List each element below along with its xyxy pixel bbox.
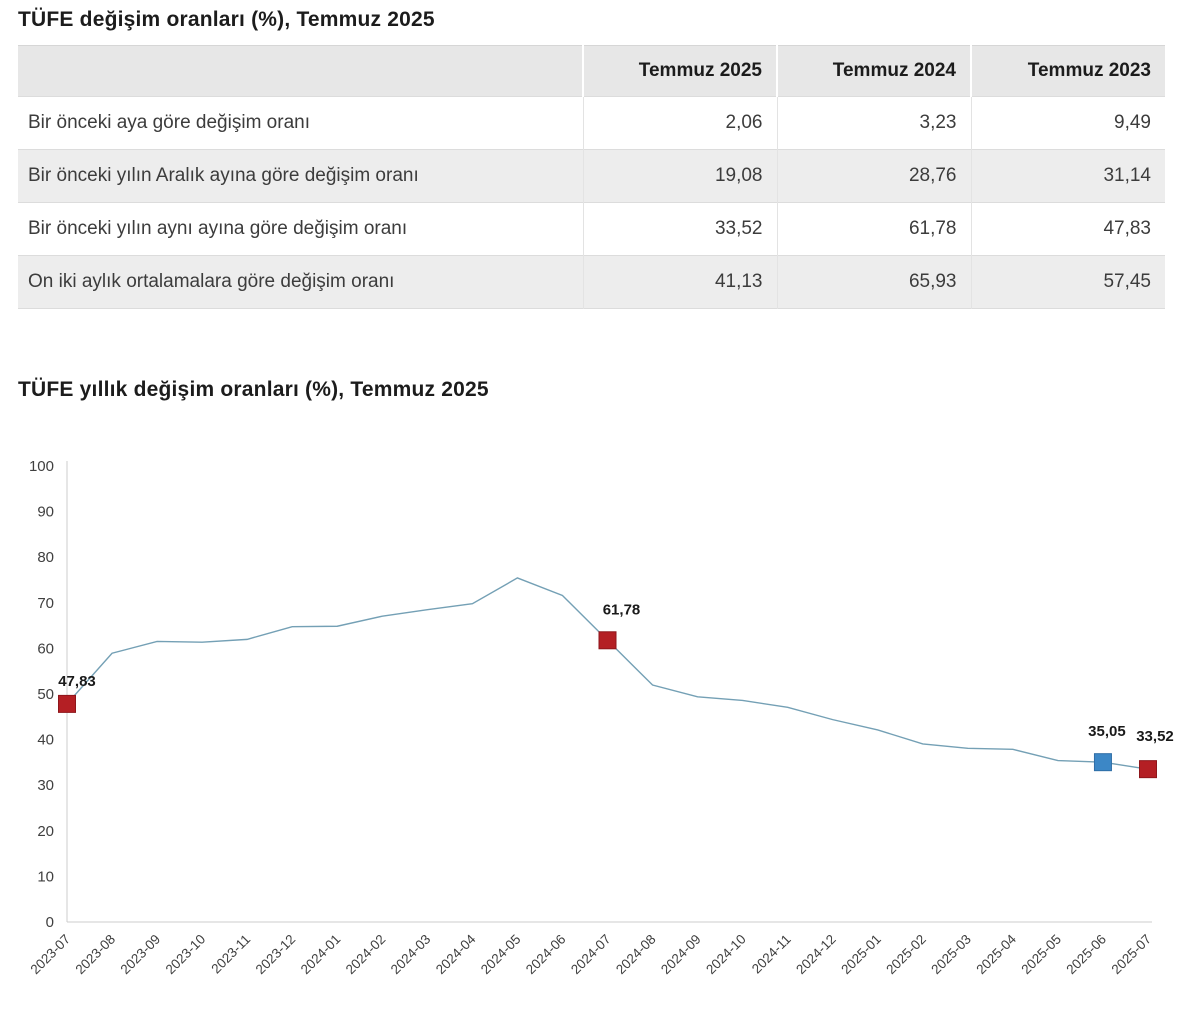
cell-value: 28,76 [776,149,971,203]
cell-value: 3,23 [776,96,971,150]
x-tick-label: 2023-07 [27,932,73,978]
data-point-label-2024-07: 61,78 [603,601,641,618]
x-tick-label: 2024-09 [658,932,704,978]
x-tick-label: 2024-01 [298,932,344,978]
cell-value: 19,08 [582,149,777,203]
x-tick-label: 2024-08 [613,932,659,978]
x-tick-label: 2025-04 [973,931,1019,977]
row-label: Bir önceki aya göre değişim oranı [18,96,583,150]
x-tick-label: 2024-05 [478,932,524,978]
x-tick-label: 2023-12 [253,932,299,978]
data-point-label-2025-06: 35,05 [1088,723,1126,740]
chart-section-title: TÜFE yıllık değişim oranları (%), Temmuz… [18,378,489,401]
table-row: On iki aylık ortalamalara göre değişim o… [18,255,1165,309]
x-tick-label: 2025-07 [1108,932,1154,978]
cell-value: 65,93 [776,255,971,309]
x-tick-label: 2024-04 [433,931,479,977]
x-tick-label: 2023-10 [163,932,209,978]
cell-value: 47,83 [970,202,1165,256]
x-tick-label: 2025-02 [883,932,929,978]
x-tick-label: 2023-08 [73,932,119,978]
x-tick-label: 2025-03 [928,932,974,978]
y-tick-label: 20 [37,823,54,840]
table-row: Bir önceki aya göre değişim oranı 2,06 3… [18,96,1165,150]
y-tick-label: 30 [37,777,54,794]
table-row: Bir önceki yılın Aralık ayına göre değiş… [18,149,1165,203]
data-point-marker-2023-07[interactable] [58,694,76,713]
row-label: Bir önceki yılın aynı ayına göre değişim… [18,202,583,256]
y-tick-label: 60 [37,640,54,657]
cell-value: 57,45 [970,255,1165,309]
table-header-row: Temmuz 2025 Temmuz 2024 Temmuz 2023 [18,45,1165,97]
row-label: Bir önceki yılın Aralık ayına göre değiş… [18,149,583,203]
x-tick-label: 2024-11 [749,932,794,977]
header-temmuz-2024: Temmuz 2024 [776,45,971,97]
y-tick-label: 100 [29,458,54,475]
data-point-marker-2025-07[interactable] [1139,760,1157,779]
y-tick-label: 50 [37,686,54,703]
x-tick-label: 2025-01 [838,932,884,978]
x-tick-label: 2024-06 [523,932,569,978]
cell-value: 33,52 [582,202,777,256]
x-tick-label: 2024-10 [703,932,749,978]
data-point-marker-2024-07[interactable] [598,631,617,650]
table-section-title: TÜFE değişim oranları (%), Temmuz 2025 [18,8,435,31]
x-tick-label: 2024-02 [343,932,389,978]
data-point-label-2023-07: 47,83 [58,673,96,690]
x-tick-label: 2024-07 [568,932,614,978]
x-tick-label: 2023-11 [208,932,253,977]
x-tick-label: 2024-12 [793,932,839,978]
y-tick-label: 70 [37,595,54,612]
y-tick-label: 80 [37,549,54,566]
cell-value: 2,06 [582,96,777,150]
y-tick-label: 0 [46,914,54,931]
x-tick-label: 2024-03 [388,932,434,978]
row-label: On iki aylık ortalamalara göre değişim o… [18,255,583,309]
header-empty [18,45,583,97]
header-temmuz-2023: Temmuz 2023 [970,45,1165,97]
y-tick-label: 40 [37,732,54,749]
y-tick-label: 90 [37,504,54,521]
x-tick-label: 2025-05 [1018,932,1064,978]
y-tick-label: 10 [37,868,54,885]
cell-value: 41,13 [582,255,777,309]
x-tick-label: 2023-09 [118,932,164,978]
header-temmuz-2025: Temmuz 2025 [582,45,777,97]
data-point-marker-2025-06[interactable] [1093,753,1112,772]
cpi-rates-table: Temmuz 2025 Temmuz 2024 Temmuz 2023 Bir … [18,45,1165,309]
x-tick-label: 2025-06 [1063,932,1109,978]
cell-value: 31,14 [970,149,1165,203]
cell-value: 61,78 [776,202,971,256]
table-row: Bir önceki yılın aynı ayına göre değişim… [18,202,1165,256]
data-point-label-2025-07: 33,52 [1136,728,1174,745]
cell-value: 9,49 [970,96,1165,150]
